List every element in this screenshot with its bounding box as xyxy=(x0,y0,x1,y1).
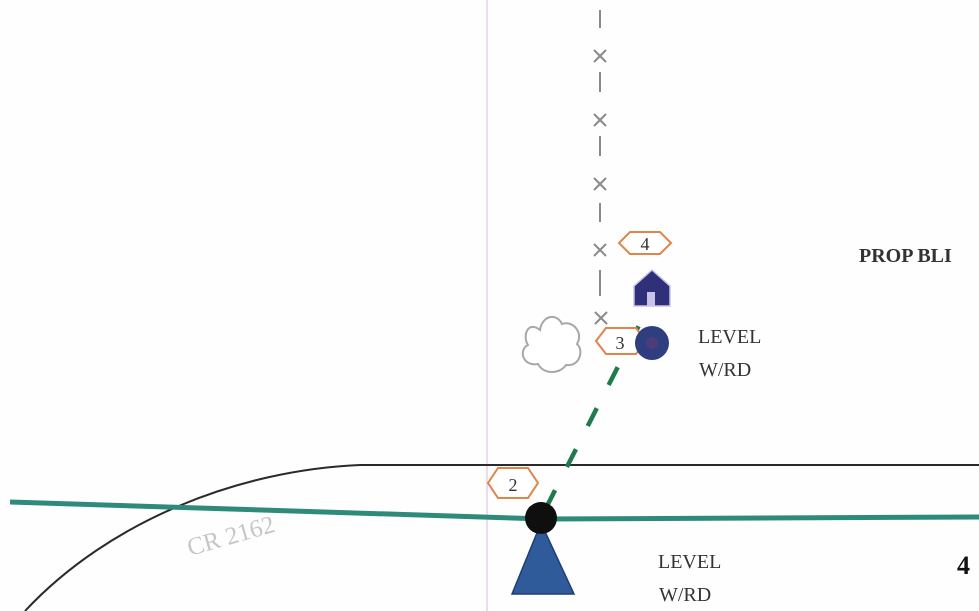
house-icon xyxy=(633,268,671,307)
road-label: CR 2162 xyxy=(184,511,278,562)
level-upper-line1: LEVEL xyxy=(698,326,761,348)
level-lower-line2: W/RD xyxy=(659,584,711,606)
road-edge-line xyxy=(24,464,979,611)
fence-line xyxy=(593,10,608,325)
marker-4[interactable]: 4 xyxy=(617,231,673,255)
tree-icon xyxy=(521,315,582,373)
level-upper-line2: W/RD xyxy=(699,359,751,381)
prop-bli-label: PROP BLI xyxy=(859,245,952,267)
road-centerline xyxy=(9,499,979,522)
edge-number-label: 4 xyxy=(957,551,970,580)
navy-triangle-marker xyxy=(510,521,576,595)
marker-4-label: 4 xyxy=(641,234,650,254)
level-lower-line1: LEVEL xyxy=(658,551,721,573)
marker-3-label: 3 xyxy=(616,333,625,353)
dashed-connector-line xyxy=(543,288,660,510)
navy-circle-marker-inner xyxy=(646,337,658,349)
black-point-marker xyxy=(525,502,557,534)
marker-2-label: 2 xyxy=(509,475,518,495)
marker-2[interactable]: 2 xyxy=(486,467,540,499)
